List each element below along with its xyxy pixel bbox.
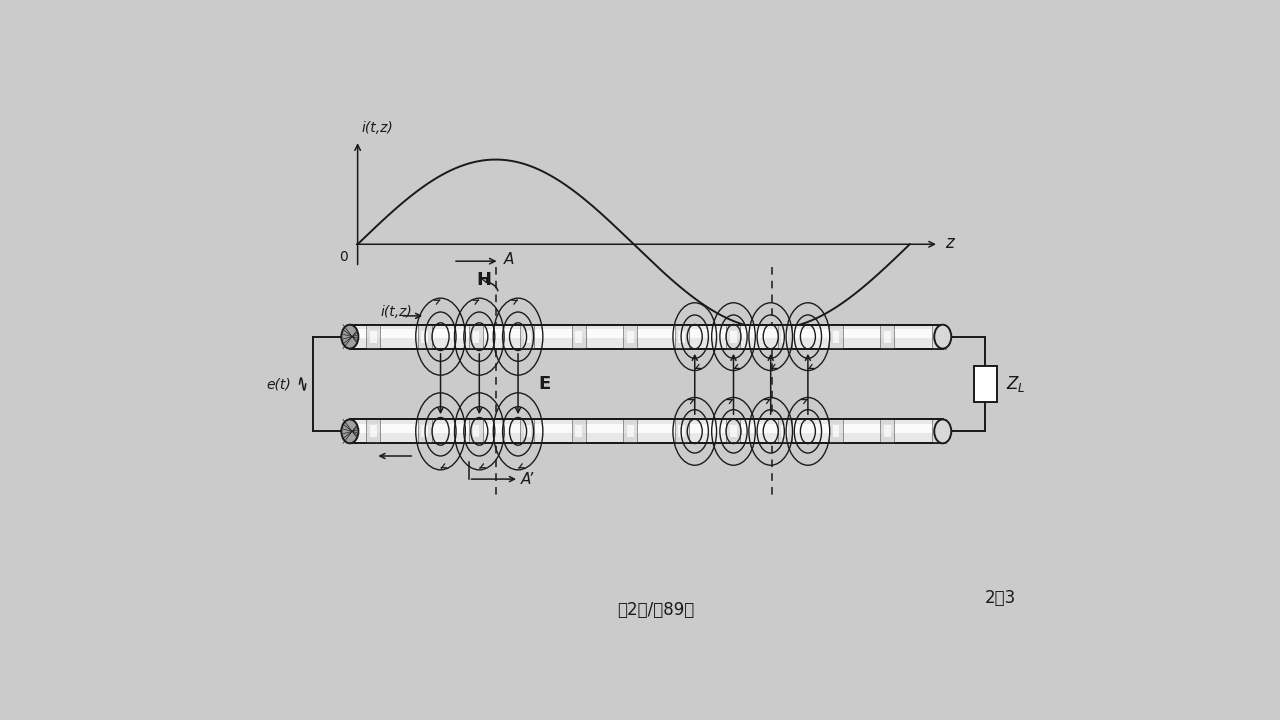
Ellipse shape	[342, 325, 358, 348]
Bar	[829, 325, 844, 348]
Text: 2－3: 2－3	[986, 590, 1016, 608]
Bar	[421, 426, 428, 437]
Text: A’: A’	[521, 472, 535, 487]
Ellipse shape	[934, 420, 951, 444]
Text: 第2页/共89页: 第2页/共89页	[617, 601, 695, 619]
Bar	[726, 325, 740, 348]
Bar	[778, 420, 791, 444]
Bar	[627, 330, 634, 343]
Text: A: A	[503, 252, 513, 267]
Text: 0: 0	[339, 251, 348, 264]
Bar	[524, 426, 531, 437]
Bar	[829, 420, 844, 444]
Bar	[781, 330, 788, 343]
Bar	[521, 420, 534, 444]
Bar	[678, 330, 685, 343]
Text: z: z	[945, 234, 954, 252]
Bar	[576, 330, 582, 343]
Bar	[417, 325, 431, 348]
Ellipse shape	[342, 420, 358, 444]
Bar	[730, 330, 736, 343]
Bar	[936, 426, 942, 437]
Bar	[468, 325, 483, 348]
Bar	[370, 330, 376, 343]
Bar	[417, 420, 431, 444]
Bar	[472, 330, 480, 343]
Bar	[468, 420, 483, 444]
Bar	[675, 420, 689, 444]
Bar	[675, 325, 689, 348]
Bar	[884, 330, 891, 343]
Bar	[349, 330, 943, 338]
Bar	[781, 426, 788, 437]
Bar	[832, 330, 840, 343]
Text: e(t): e(t)	[266, 377, 291, 391]
Bar	[623, 325, 637, 348]
Bar	[349, 424, 943, 433]
Bar	[572, 325, 586, 348]
Ellipse shape	[934, 325, 951, 348]
Bar	[730, 426, 736, 437]
Bar	[366, 420, 380, 444]
Bar	[521, 325, 534, 348]
Bar	[623, 420, 637, 444]
Bar	[370, 426, 376, 437]
Text: i(t,z): i(t,z)	[361, 121, 393, 135]
Bar	[726, 420, 740, 444]
Text: i(t,z): i(t,z)	[381, 305, 412, 319]
Bar	[932, 420, 946, 444]
Bar	[884, 426, 891, 437]
Bar	[936, 330, 942, 343]
Text: $Z_L$: $Z_L$	[1006, 374, 1025, 394]
Bar	[627, 426, 634, 437]
Bar	[832, 426, 840, 437]
Bar	[366, 325, 380, 348]
Bar	[576, 426, 582, 437]
Bar	[349, 325, 943, 348]
Bar	[421, 330, 428, 343]
Text: $\mathbf{E}$: $\mathbf{E}$	[539, 375, 552, 393]
Bar	[472, 426, 480, 437]
Bar	[974, 366, 997, 402]
Bar	[524, 330, 531, 343]
Bar	[881, 325, 895, 348]
Bar	[881, 420, 895, 444]
Bar	[572, 420, 586, 444]
Bar	[678, 426, 685, 437]
Bar	[932, 325, 946, 348]
Text: $\mathbf{H}$: $\mathbf{H}$	[476, 271, 492, 289]
Bar	[349, 420, 943, 444]
Bar	[778, 325, 791, 348]
